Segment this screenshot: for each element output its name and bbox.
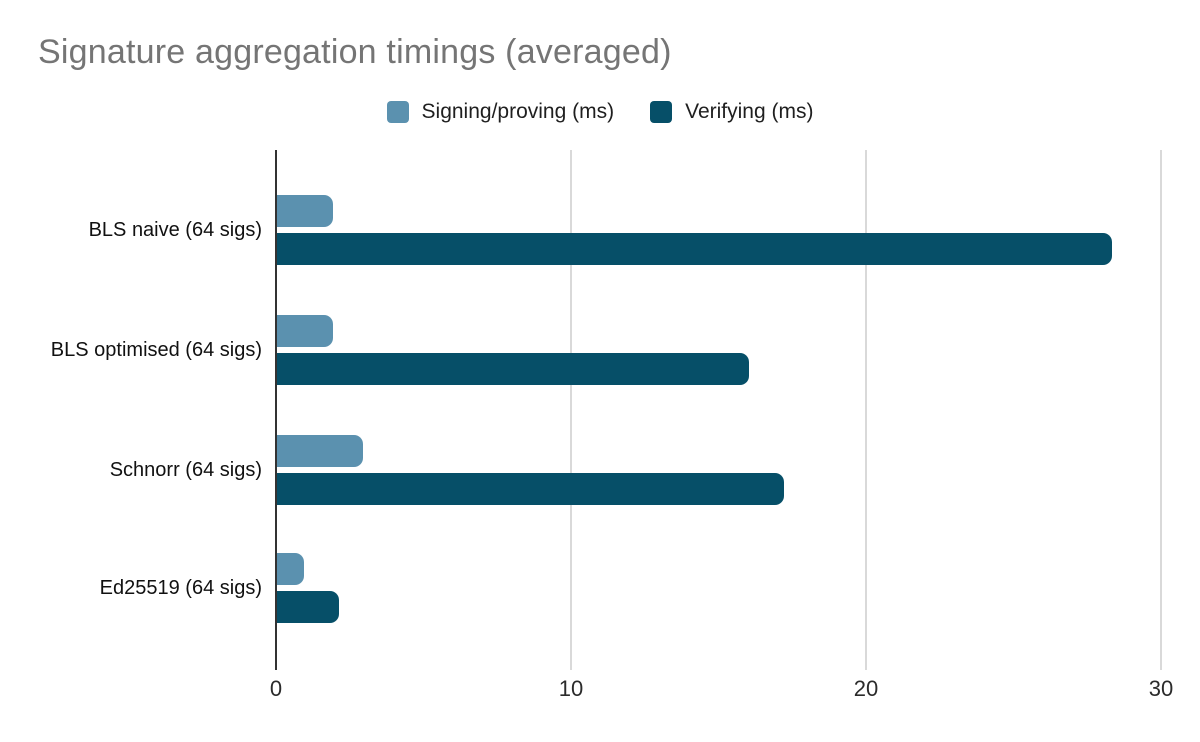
gridline	[570, 150, 572, 670]
axis-tick-label: 30	[1148, 676, 1174, 701]
legend-label: Signing/proving (ms)	[421, 100, 615, 123]
bar-signing	[277, 435, 363, 467]
category-label: BLS optimised (64 sigs)	[50, 339, 262, 361]
category-label: BLS naive (64 sigs)	[88, 219, 262, 241]
axis-tick-label: 10	[558, 676, 584, 701]
category-label: Schnorr (64 sigs)	[109, 459, 262, 481]
bar-signing	[277, 553, 304, 585]
bar-verifying	[277, 473, 784, 505]
legend-swatch	[650, 101, 673, 123]
legend-item: Verifying (ms)	[650, 100, 813, 124]
bar-signing	[277, 315, 333, 347]
bar-verifying	[277, 233, 1112, 265]
bar-verifying	[277, 591, 339, 623]
chart-legend: Signing/proving (ms) Verifying (ms)	[0, 99, 1200, 125]
category-label: Ed25519 (64 sigs)	[99, 577, 262, 599]
legend-label: Verifying (ms)	[685, 100, 814, 123]
legend-swatch	[386, 101, 409, 123]
gridline	[865, 150, 867, 670]
axis-baseline	[275, 150, 277, 670]
bar-signing	[277, 195, 333, 227]
chart-title: Signature aggregation timings (averaged)	[38, 33, 672, 71]
axis-tick-label: 0	[269, 676, 283, 701]
gridline	[1160, 150, 1162, 670]
legend-item: Signing/proving (ms)	[386, 100, 615, 124]
bar-verifying	[277, 353, 749, 385]
axis-tick-label: 20	[853, 676, 879, 701]
